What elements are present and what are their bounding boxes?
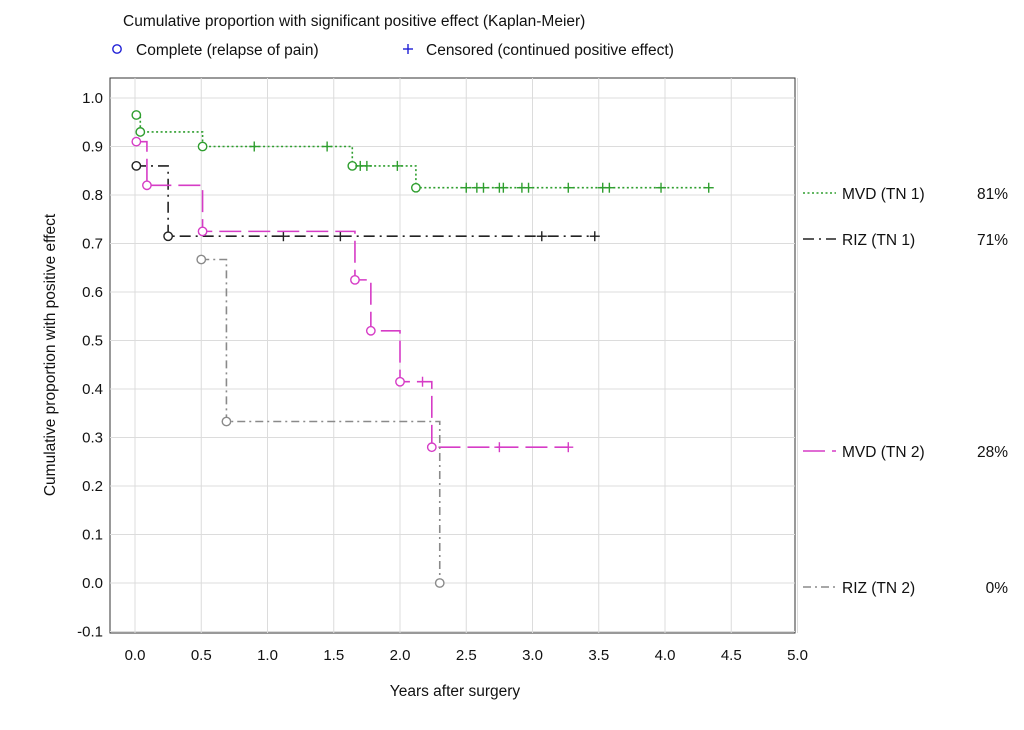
x-tick-label: 4.5 — [721, 647, 742, 664]
event-marker — [135, 127, 146, 137]
event-marker — [410, 182, 421, 193]
series-line — [135, 111, 709, 189]
censored-marker — [478, 182, 489, 193]
legend-series-percent: 28% — [977, 444, 1008, 461]
censored-marker — [335, 231, 346, 242]
event-marker — [131, 136, 142, 147]
chart-title: Cumulative proportion with significant p… — [123, 13, 585, 30]
legend-series-name: RIZ (TN 1) — [842, 232, 915, 249]
x-tick-label: 1.5 — [323, 647, 344, 664]
series-3 — [196, 254, 445, 588]
y-tick-label: 0.9 — [82, 139, 103, 156]
event-marker — [347, 160, 358, 171]
censored-marker — [417, 376, 428, 387]
y-tick-label: 0.1 — [82, 527, 103, 544]
grid-lines — [110, 78, 798, 633]
series-0 — [131, 110, 714, 193]
legend-series-name: MVD (TN 2) — [842, 444, 925, 461]
legend-series-percent: 81% — [977, 186, 1008, 203]
censored-marker — [361, 160, 372, 171]
x-axis-label: Years after surgery — [390, 683, 521, 700]
event-marker — [350, 274, 360, 285]
event-marker — [131, 160, 142, 171]
series-2 — [131, 136, 574, 453]
x-tick-label: 0.5 — [191, 647, 212, 664]
event-marker — [131, 110, 142, 120]
censored-marker — [656, 182, 667, 193]
y-tick-label: 0.8 — [82, 187, 103, 204]
legend-censored-label: Censored (continued positive effect) — [426, 42, 674, 59]
series-1 — [131, 160, 600, 242]
y-tick-label: 0.0 — [82, 575, 103, 592]
y-tick-label: 0.4 — [82, 381, 103, 398]
legend-series-percent: 0% — [986, 580, 1009, 597]
y-tick-label: 0.3 — [82, 430, 103, 447]
event-marker — [426, 442, 437, 453]
event-marker — [163, 231, 174, 242]
x-tick-label: 3.5 — [588, 647, 609, 664]
censored-marker — [536, 231, 547, 242]
event-marker — [221, 416, 232, 427]
censored-marker — [249, 141, 260, 152]
legend-series-percent: 71% — [977, 232, 1008, 249]
x-axis-ticks: 0.0 0.5 1.0 1.5 2.0 2.5 3.0 3.5 4.0 4.5 5.0 — [125, 647, 808, 664]
y-tick-label: 0.7 — [82, 236, 103, 253]
legend-complete-marker — [112, 44, 122, 54]
censored-marker — [322, 141, 333, 152]
x-tick-label: 1.0 — [257, 647, 278, 664]
legend-complete-label: Complete (relapse of pain) — [136, 42, 319, 59]
legend-top: Complete (relapse of pain) Censored (con… — [112, 42, 674, 59]
censored-marker — [604, 182, 615, 193]
censored-marker — [392, 160, 403, 171]
legend-censored-marker — [403, 44, 413, 54]
censored-marker — [563, 442, 574, 453]
y-axis-label: Cumulative proportion with positive effe… — [42, 213, 59, 496]
censored-marker — [461, 182, 472, 193]
y-tick-label: 0.2 — [82, 478, 103, 495]
series-line — [135, 165, 595, 238]
x-tick-label: 2.0 — [390, 647, 411, 664]
censored-marker — [589, 231, 600, 242]
series-layer — [131, 110, 714, 588]
event-marker — [434, 578, 445, 588]
censored-marker — [703, 182, 714, 193]
x-tick-label: 3.0 — [522, 647, 543, 664]
y-tick-label: 1.0 — [82, 90, 103, 107]
x-tick-label: 2.5 — [456, 647, 477, 664]
legend-series-name: RIZ (TN 2) — [842, 580, 915, 597]
censored-marker — [523, 182, 534, 193]
event-marker — [196, 254, 207, 265]
y-tick-label: 0.6 — [82, 284, 103, 301]
y-tick-label: 0.5 — [82, 333, 103, 350]
x-tick-label: 4.0 — [655, 647, 676, 664]
event-marker — [142, 180, 152, 191]
event-marker — [395, 376, 405, 387]
y-tick-label: -0.1 — [77, 624, 103, 641]
censored-marker — [278, 231, 289, 242]
y-axis-ticks: 1.0 0.9 0.8 0.7 0.6 0.5 0.4 0.3 0.2 0.1 0.0 -0.1 — [77, 90, 103, 641]
censored-marker — [498, 182, 509, 193]
censored-marker — [563, 182, 574, 193]
event-marker — [197, 141, 208, 152]
legend-series-name: MVD (TN 1) — [842, 186, 925, 203]
legend-right: MVD (TN 1) 81% RIZ (TN 1) 71% MVD (TN 2) 28% R… — [803, 186, 1008, 597]
plot-area — [109, 77, 796, 634]
event-marker — [365, 325, 376, 336]
censored-marker — [494, 442, 505, 453]
x-tick-label: 5.0 — [787, 647, 808, 664]
event-marker — [197, 226, 208, 237]
x-tick-label: 0.0 — [125, 647, 146, 664]
